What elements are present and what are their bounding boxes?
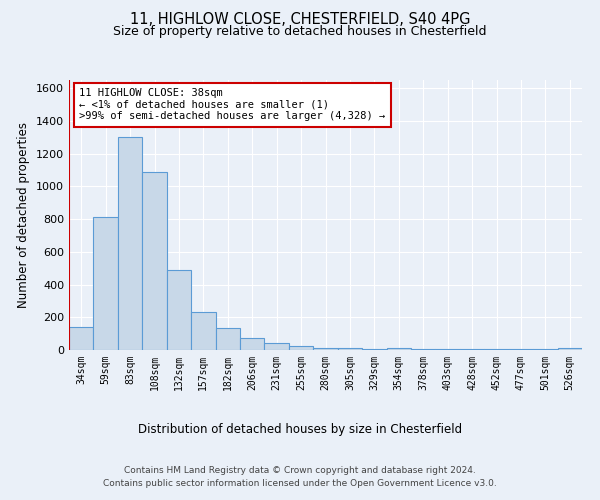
Bar	[484, 349, 509, 350]
Text: Contains HM Land Registry data © Crown copyright and database right 2024.: Contains HM Land Registry data © Crown c…	[124, 466, 476, 475]
Bar	[436, 349, 460, 350]
Text: Distribution of detached houses by size in Chesterfield: Distribution of detached houses by size …	[138, 422, 462, 436]
Text: Contains public sector information licensed under the Open Government Licence v3: Contains public sector information licen…	[103, 479, 497, 488]
Bar	[191, 312, 215, 350]
Bar	[338, 348, 362, 350]
Y-axis label: Number of detached properties: Number of detached properties	[17, 122, 31, 308]
Bar	[533, 349, 557, 350]
Text: 11, HIGHLOW CLOSE, CHESTERFIELD, S40 4PG: 11, HIGHLOW CLOSE, CHESTERFIELD, S40 4PG	[130, 12, 470, 28]
Text: 11 HIGHLOW CLOSE: 38sqm
← <1% of detached houses are smaller (1)
>99% of semi-de: 11 HIGHLOW CLOSE: 38sqm ← <1% of detache…	[79, 88, 386, 122]
Bar	[215, 328, 240, 350]
Bar	[240, 338, 265, 350]
Bar	[265, 344, 289, 350]
Bar	[460, 349, 484, 350]
Bar	[313, 348, 338, 350]
Bar	[142, 172, 167, 350]
Bar	[167, 270, 191, 350]
Bar	[557, 348, 582, 350]
Bar	[69, 327, 94, 350]
Bar	[94, 218, 118, 350]
Bar	[509, 349, 533, 350]
Bar	[362, 349, 386, 350]
Bar	[411, 349, 436, 350]
Text: Size of property relative to detached houses in Chesterfield: Size of property relative to detached ho…	[113, 25, 487, 38]
Bar	[386, 348, 411, 350]
Bar	[289, 346, 313, 350]
Bar	[118, 138, 142, 350]
